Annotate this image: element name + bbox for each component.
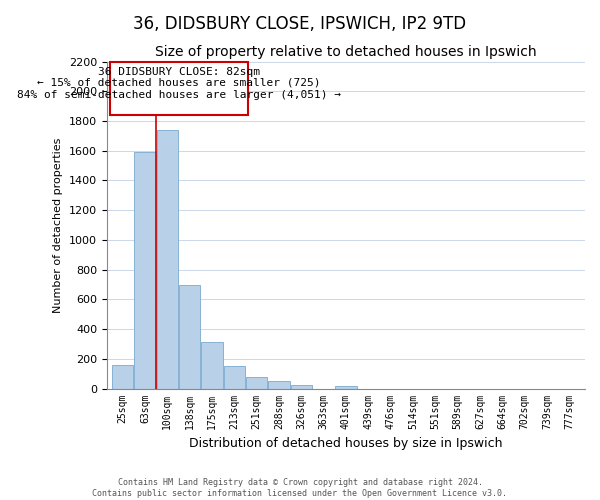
Bar bbox=[224, 366, 245, 388]
Bar bbox=[268, 381, 290, 388]
Bar bbox=[134, 152, 155, 388]
Text: ← 15% of detached houses are smaller (725): ← 15% of detached houses are smaller (72… bbox=[37, 78, 321, 88]
FancyBboxPatch shape bbox=[110, 62, 248, 115]
Bar bbox=[335, 386, 356, 388]
X-axis label: Distribution of detached houses by size in Ipswich: Distribution of detached houses by size … bbox=[189, 437, 503, 450]
Bar bbox=[179, 284, 200, 389]
Bar bbox=[290, 385, 312, 388]
Text: Contains HM Land Registry data © Crown copyright and database right 2024.
Contai: Contains HM Land Registry data © Crown c… bbox=[92, 478, 508, 498]
Bar bbox=[112, 365, 133, 388]
Y-axis label: Number of detached properties: Number of detached properties bbox=[53, 138, 64, 312]
Text: 36 DIDSBURY CLOSE: 82sqm: 36 DIDSBURY CLOSE: 82sqm bbox=[98, 67, 260, 77]
Bar bbox=[246, 376, 267, 388]
Bar bbox=[202, 342, 223, 388]
Text: 84% of semi-detached houses are larger (4,051) →: 84% of semi-detached houses are larger (… bbox=[17, 90, 341, 100]
Title: Size of property relative to detached houses in Ipswich: Size of property relative to detached ho… bbox=[155, 45, 537, 59]
Text: 36, DIDSBURY CLOSE, IPSWICH, IP2 9TD: 36, DIDSBURY CLOSE, IPSWICH, IP2 9TD bbox=[133, 15, 467, 33]
Bar bbox=[157, 130, 178, 388]
